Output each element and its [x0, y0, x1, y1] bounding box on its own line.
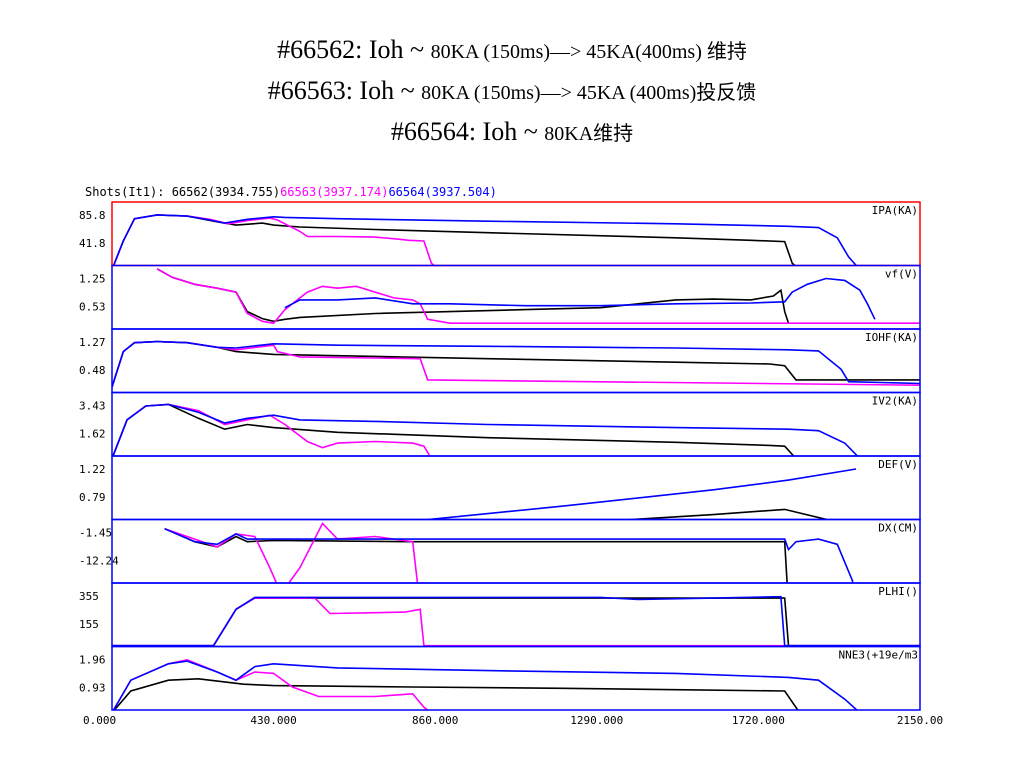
panel-name: vf(V) [885, 268, 918, 281]
legend-entry-66563: 66563(3937.174) [280, 185, 388, 199]
title-desc-1: 80KA (150ms)—> 45KA(400ms) 维持 [430, 41, 747, 63]
y-tick-label: 355 [79, 590, 99, 603]
x-tick-label: 1290.000 [570, 714, 623, 727]
series-line-66562 [164, 527, 788, 583]
series-line-66564 [112, 403, 859, 456]
y-tick-label: 0.79 [79, 491, 106, 504]
series-line-66564 [164, 527, 854, 583]
series-line-66564 [420, 468, 857, 520]
series-line-66563 [112, 214, 436, 266]
title-shot-2: #66563: Ioh ~ [267, 76, 422, 105]
x-tick-label: 1720.000 [732, 714, 785, 727]
y-tick-label: 1.22 [79, 463, 106, 476]
y-tick-label: 155 [79, 618, 99, 631]
panel-name: PLHI() [878, 585, 918, 598]
panel-name: DEF(V) [878, 458, 918, 471]
panel-7: PLHI() 355 155 [79, 582, 921, 648]
y-tick-label: 0.93 [79, 682, 106, 695]
y-tick-label: -12.24 [79, 555, 119, 568]
y-tick-label: 0.48 [79, 364, 106, 377]
title-line-3: #66564: Ioh ~ 80KA维持 [0, 114, 1024, 152]
series-line-66563 [164, 522, 419, 583]
series-line-66564 [112, 340, 920, 388]
series-line-66564 [112, 214, 858, 266]
series-line-66562 [619, 508, 831, 520]
legend-entry-66562: 66562(3934.755) [172, 185, 280, 199]
panel-border [111, 328, 921, 394]
x-tick-label: 430.000 [250, 714, 296, 727]
title-shot-3: #66564: Ioh ~ [390, 117, 545, 146]
series-line-66564 [112, 595, 920, 647]
legend-prefix: Shots(It1): [85, 185, 172, 199]
panel-name: NNE3(+19e/m3 [839, 649, 918, 662]
y-tick-label: 85.8 [79, 209, 106, 222]
y-tick-label: 3.43 [79, 400, 106, 413]
title-desc-2: 80KA (150ms)—> 45KA (400ms)投反馈 [421, 82, 757, 104]
series-line-66563 [156, 268, 920, 325]
y-tick-label: 41.8 [79, 237, 106, 250]
y-tick-label: -1.45 [79, 527, 112, 540]
y-tick-label: 1.27 [79, 336, 106, 349]
panel-border [111, 645, 921, 711]
panel-name: IV2(KA) [872, 395, 918, 408]
y-tick-label: 1.96 [79, 654, 106, 667]
panel-8: NNE3(+19e/m3 1.96 0.93 [79, 645, 921, 711]
legend-entry-66564: 66564(3937.504) [388, 185, 496, 199]
panel-name: DX(CM) [878, 522, 918, 535]
panel-4: IV2(KA) 3.43 1.62 [79, 391, 921, 457]
series-line-66563 [112, 403, 431, 456]
title-line-2: #66563: Ioh ~ 80KA (150ms)—> 45KA (400ms… [0, 73, 1024, 111]
series-line-66563 [112, 597, 920, 647]
series-line-66562 [113, 677, 799, 710]
panel-border [111, 455, 921, 521]
x-tick-label: 860.000 [412, 714, 458, 727]
series-line-66562 [112, 403, 795, 456]
panel-name: IPA(KA) [872, 204, 918, 217]
y-tick-label: 1.62 [79, 428, 106, 441]
panel-border [111, 518, 921, 584]
x-tick-label: 2150.00 [897, 714, 943, 727]
panels-group: IPA(KA) 85.8 41.8 vf(V) 1.25 0.53 IOHF(KA) 1.27… [79, 201, 921, 711]
panel-1: IPA(KA) 85.8 41.8 [79, 201, 921, 267]
panel-2: vf(V) 1.25 0.53 [79, 264, 921, 330]
title-desc-3: 80KA维持 [544, 123, 634, 145]
series-line-66564 [112, 660, 858, 710]
panel-border [111, 264, 921, 330]
y-tick-label: 1.25 [79, 273, 106, 286]
series-line-66562 [112, 597, 920, 647]
legend: Shots(It1): 66562(3934.755)66563(3937.17… [85, 185, 497, 199]
x-tick-label: 0.000 [83, 714, 116, 727]
panel-name: IOHF(KA) [865, 331, 918, 344]
series-line-66564 [284, 277, 876, 320]
series-line-66562 [112, 214, 797, 266]
y-tick-label: 0.53 [79, 301, 106, 314]
title-shot-1: #66562: Ioh ~ [277, 35, 431, 64]
panel-3: IOHF(KA) 1.27 0.48 [79, 328, 921, 394]
panel-5: DEF(V) 1.22 0.79 [79, 455, 921, 521]
title-line-1: #66562: Ioh ~ 80KA (150ms)—> 45KA(400ms)… [0, 32, 1024, 70]
panel-6: DX(CM) -1.45 -12.24 [79, 518, 921, 584]
x-axis: 0.000 430.000 860.000 1290.000 1720.000 2150.… [83, 714, 943, 727]
